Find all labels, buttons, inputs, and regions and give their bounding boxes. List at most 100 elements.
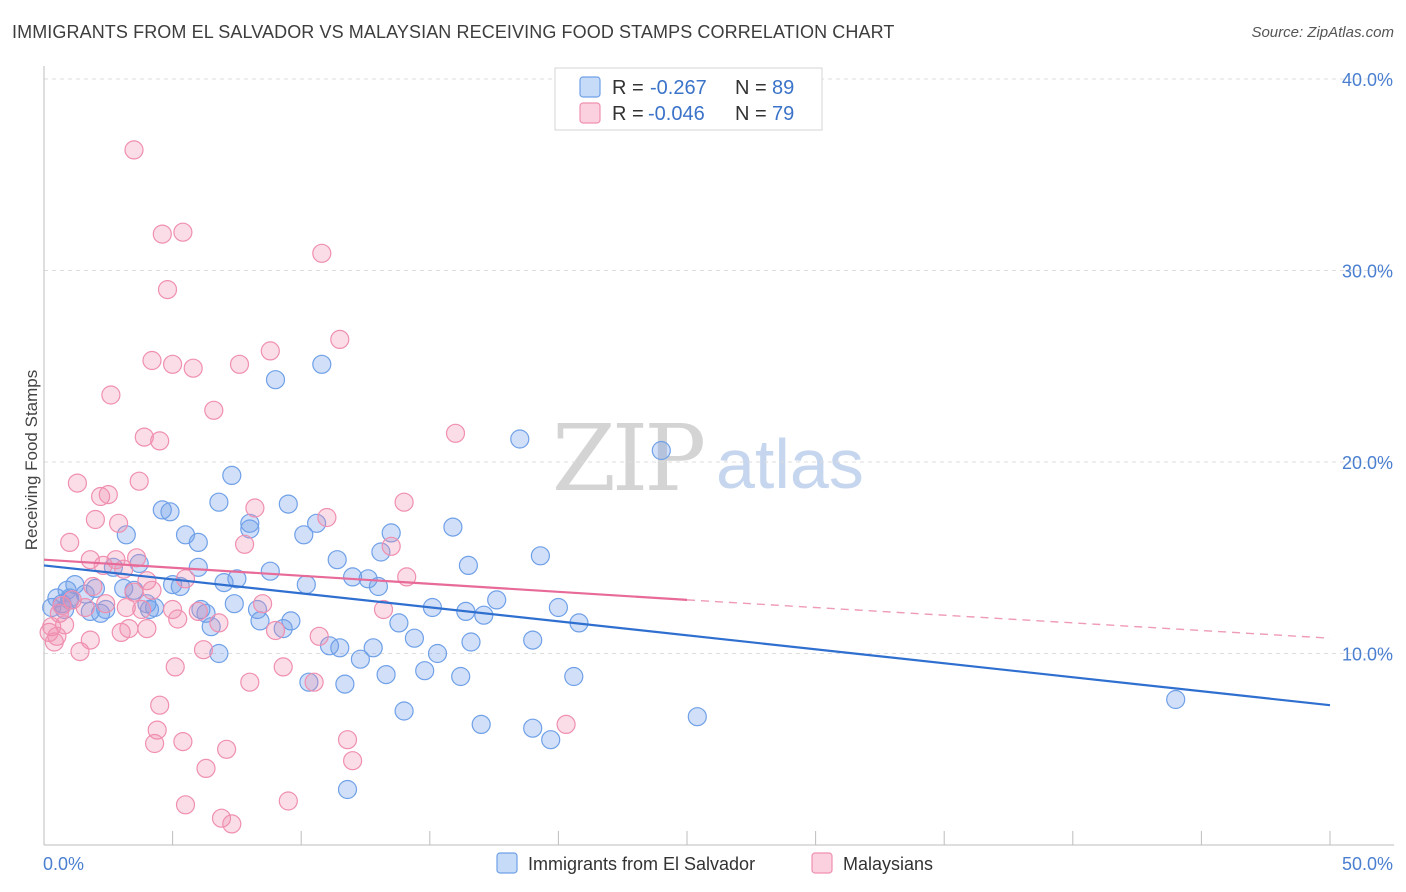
point-malaysians-35 xyxy=(142,350,162,371)
point-el-salvador-38 xyxy=(247,599,268,620)
point-el-salvador-60 xyxy=(371,542,391,562)
point-malaysians-53 xyxy=(193,640,214,660)
point-malaysians-19 xyxy=(98,485,118,505)
point-malaysians-61 xyxy=(235,534,255,554)
axes xyxy=(43,66,1394,846)
point-malaysians-5 xyxy=(52,595,72,616)
point-el-salvador-85 xyxy=(651,440,671,461)
legend-n-label-blue: N = xyxy=(735,77,767,99)
legend-bottom-label-pink: Malaysians xyxy=(843,854,933,874)
point-malaysians-62 xyxy=(240,672,260,692)
point-el-salvador-56 xyxy=(350,649,370,669)
point-malaysians-69 xyxy=(304,672,324,692)
point-el-salvador-49 xyxy=(312,354,332,374)
series-malaysians xyxy=(39,140,576,834)
point-el-salvador-82 xyxy=(548,597,569,618)
point-malaysians-42 xyxy=(157,280,178,300)
x-tick-labels: 0.0% 50.0% xyxy=(43,854,1393,874)
point-el-salvador-34 xyxy=(224,594,244,614)
x-tick-label-max: 50.0% xyxy=(1342,854,1393,874)
point-el-salvador-39 xyxy=(250,611,270,631)
point-malaysians-14 xyxy=(83,576,103,597)
point-malaysians-76 xyxy=(373,599,394,620)
point-malaysians-73 xyxy=(330,329,350,349)
point-malaysians-40 xyxy=(150,431,170,451)
point-el-salvador-55 xyxy=(343,567,363,587)
point-malaysians-26 xyxy=(119,618,139,639)
point-malaysians-74 xyxy=(337,730,358,750)
point-el-salvador-70 xyxy=(451,666,471,687)
point-malaysians-15 xyxy=(85,509,106,530)
point-malaysians-18 xyxy=(96,594,116,614)
point-el-salvador-87 xyxy=(1166,689,1186,710)
legend-n-label-pink: N = xyxy=(735,103,767,125)
point-el-salvador-44 xyxy=(281,611,301,631)
legend-bottom-swatch-pink xyxy=(811,852,833,874)
point-malaysians-29 xyxy=(127,548,147,568)
legend-swatch-blue xyxy=(579,76,601,98)
point-el-salvador-37 xyxy=(240,519,260,539)
point-el-salvador-62 xyxy=(381,523,401,543)
point-el-salvador-75 xyxy=(474,605,494,625)
point-malaysians-9 xyxy=(67,473,88,493)
watermark: ZIP atlas xyxy=(552,405,864,512)
point-malaysians-65 xyxy=(260,341,280,361)
point-el-salvador-48 xyxy=(307,513,327,533)
point-el-salvador-30 xyxy=(209,643,229,664)
point-malaysians-43 xyxy=(163,354,183,374)
point-malaysians-64 xyxy=(253,594,273,614)
point-el-salvador-54 xyxy=(337,779,358,800)
legend-top: R = -0.267 N = 89 R = -0.046 N = 79 xyxy=(554,67,823,131)
point-malaysians-81 xyxy=(556,714,576,735)
point-malaysians-67 xyxy=(273,657,293,677)
point-el-salvador-81 xyxy=(541,730,561,750)
point-malaysians-51 xyxy=(183,358,203,378)
point-el-salvador-26 xyxy=(188,532,208,553)
point-malaysians-52 xyxy=(188,601,208,622)
point-el-salvador-76 xyxy=(487,590,507,610)
point-malaysians-49 xyxy=(175,569,196,589)
legend-swatch-pink xyxy=(579,102,601,124)
point-malaysians-4 xyxy=(49,603,70,623)
point-el-salvador-21 xyxy=(160,502,180,522)
point-malaysians-38 xyxy=(147,720,167,740)
point-el-salvador-66 xyxy=(415,661,435,681)
point-malaysians-20 xyxy=(101,385,121,405)
point-el-salvador-65 xyxy=(404,628,424,648)
point-malaysians-60 xyxy=(229,354,250,374)
point-malaysians-36 xyxy=(142,580,162,600)
point-el-salvador-14 xyxy=(116,525,136,545)
point-el-salvador-64 xyxy=(394,701,414,721)
point-malaysians-17 xyxy=(93,555,113,576)
point-malaysians-63 xyxy=(245,498,265,518)
point-malaysians-75 xyxy=(343,751,363,771)
point-el-salvador-74 xyxy=(471,714,491,735)
legend-bottom-swatch-blue xyxy=(496,852,518,874)
point-malaysians-41 xyxy=(152,224,172,244)
point-el-salvador-77 xyxy=(510,429,530,449)
point-el-salvador-20 xyxy=(152,500,172,520)
point-malaysians-59 xyxy=(222,814,242,834)
y-axis-label: Receiving Food Stamps xyxy=(22,370,41,550)
point-el-salvador-36 xyxy=(240,513,260,533)
legend-r-value-blue: -0.267 xyxy=(650,77,707,99)
trend-lines xyxy=(43,558,1331,707)
source-credit: Source: ZipAtlas.com xyxy=(1251,24,1394,41)
point-el-salvador-35 xyxy=(209,492,229,512)
point-malaysians-46 xyxy=(168,609,188,629)
y-tick-label-3: 40.0% xyxy=(1342,70,1393,90)
point-malaysians-78 xyxy=(394,492,414,512)
point-malaysians-30 xyxy=(129,471,149,491)
point-malaysians-12 xyxy=(80,630,100,650)
legend-n-value-blue: 89 xyxy=(772,77,794,99)
point-malaysians-45 xyxy=(165,657,185,677)
point-el-salvador-47 xyxy=(299,672,319,692)
point-malaysians-3 xyxy=(47,626,67,646)
point-malaysians-16 xyxy=(90,486,111,507)
chart-title: IMMIGRANTS FROM EL SALVADOR VS MALAYSIAN… xyxy=(12,22,895,42)
point-el-salvador-80 xyxy=(530,546,551,566)
point-el-salvador-69 xyxy=(443,517,463,537)
point-malaysians-39 xyxy=(150,695,170,715)
trend-line-el-salvador xyxy=(43,564,1331,707)
